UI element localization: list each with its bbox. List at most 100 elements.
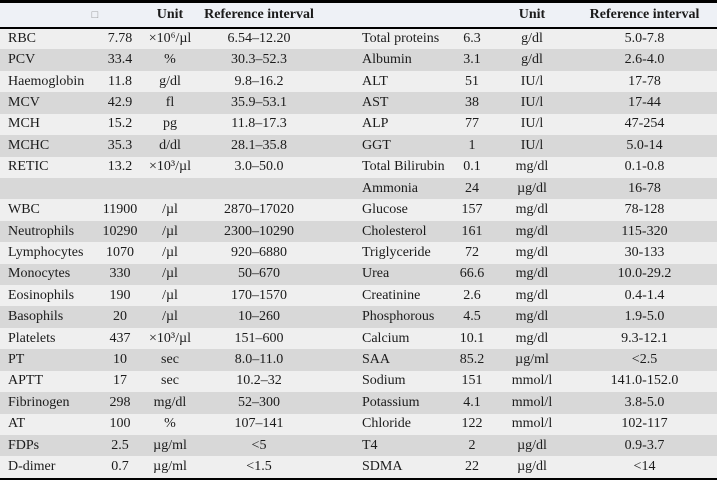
unit-cell-left: pg [163,116,177,132]
table-body: RBC 7.78 ×10⁶/µl 6.54–12.20 Total proteins 6.… [0,28,717,478]
param-name-cell-left: APTT [8,373,43,389]
reference-interval-cell-right: 47-254 [624,116,665,132]
value-cell-right: 2.6 [463,287,481,303]
param-name-cell-left: Eosinophils [8,287,75,303]
param-name-cell-right: Creatinine [362,287,421,303]
reference-interval-cell-left: 3.0–50.0 [234,159,284,175]
param-name-cell-right: Albumin [362,52,412,68]
unit-cell-left: fl [165,94,175,110]
unit-cell-right: IU/l [520,137,544,153]
unit-cell-right: mmol/l [511,373,553,389]
param-name-cell-left: MCV [8,94,40,110]
value-cell-right: 22 [465,459,479,475]
param-name-cell-left: FDPs [8,437,40,453]
unit-cell-left: sec [161,352,179,368]
unit-cell-right: mg/dl [515,330,549,346]
unit-cell-right: mg/dl [515,244,549,260]
unit-cell-right: µg/ml [515,352,549,368]
value-cell-right: 85.2 [459,352,485,368]
param-name-cell-left: RETIC [8,159,49,175]
reference-interval-cell-left: 50–670 [238,266,280,282]
table-row: PT 10 sec 8.0–11.0 SAA 85.2 µg/ml <2.5 [0,349,717,371]
value-cell-left: 437 [109,330,131,346]
value-cell-left: 2.5 [111,437,129,453]
value-cell-left: 15.2 [107,116,133,132]
unit-cell-left: /µl [162,202,178,218]
param-name-cell-right: SDMA [362,459,403,475]
param-name-cell-right: Chloride [362,416,411,432]
param-name-cell-right: ALP [362,116,389,132]
param-name-cell-right: GGT [362,137,391,153]
reference-interval-cell-right: 0.9-3.7 [624,437,665,453]
unit-cell-left: µg/ml [153,459,187,475]
param-name-cell-right: SAA [362,352,391,368]
reference-interval-cell-right: 17-78 [628,73,661,89]
unit-cell-left [144,178,196,199]
reference-interval-cell-right: <2.5 [631,352,658,368]
param-name-cell-right: Ammonia [362,180,418,196]
table-row: MCHC 35.3 d/dl 28.1–35.8 GGT 1 IU/l 5.0-14 [0,135,717,157]
value-cell-left: 11900 [102,202,138,218]
param-name-cell-right: Cholesterol [362,223,427,239]
reference-interval-cell-right: 5.0-7.8 [624,31,665,47]
reference-interval-cell-left: 2300–10290 [224,223,294,239]
unit-cell-right: µg/dl [517,180,547,196]
value-cell-left: 7.78 [107,31,133,47]
value-cell-left: 330 [109,266,131,282]
unit-cell-right: g/dl [521,31,543,47]
reference-interval-cell-left: 8.0–11.0 [234,352,284,368]
param-name-cell-left: PCV [8,52,36,68]
reference-interval-cell-left [196,178,322,199]
value-cell-right: 4.1 [463,394,481,410]
unit-cell-left: ×10⁶/µl [148,31,192,47]
reference-interval-cell-right: 115-320 [621,223,668,239]
header-row: □ Unit Reference interval Unit Reference… [0,3,717,28]
unit-cell-left: sec [161,373,179,389]
param-name-cell-left: Monocytes [8,266,71,282]
value-cell-right: 51 [465,73,479,89]
param-name-cell-right: Total proteins [362,31,440,47]
param-name-cell-left: D-dimer [8,459,56,475]
unit-cell-left: /µl [162,287,178,303]
unit-cell-left: µg/ml [153,437,187,453]
param-name-cell-left: Haemoglobin [8,73,85,89]
value-cell-left: 13.2 [107,159,133,175]
value-cell-right: 6.3 [463,31,481,47]
reference-interval-cell-left: 9.8–16.2 [234,73,284,89]
reference-interval-cell-right: 78-128 [624,202,665,218]
param-name-cell-right: Urea [362,266,390,282]
header-reference-interval-right: Reference interval [589,7,700,22]
param-name-cell-right: ALT [362,73,388,89]
param-name-cell-left: MCHC [8,137,50,153]
table-row: D-dimer 0.7 µg/ml <1.5 SDMA 22 µg/dl <14 [0,456,717,478]
unit-cell-left: d/dl [159,137,181,153]
reference-interval-cell-left: 170–1570 [231,287,287,303]
value-cell-left: 0.7 [111,459,129,475]
unit-cell-left: /µl [162,266,178,282]
value-cell-left: 298 [109,394,131,410]
param-name-cell-right: Total Bilirubin [362,159,445,175]
param-name-cell-left: Lymphocytes [8,244,84,260]
value-cell-left: 100 [109,416,131,432]
table-row: APTT 17 sec 10.2–32 Sodium 151 mmol/l 141.0-152… [0,370,717,393]
reference-interval-cell-right: 9.3-12.1 [621,330,668,346]
param-name-cell-left: PT [8,352,25,368]
value-cell-right: 72 [465,244,479,260]
value-cell-left: 190 [109,287,131,303]
value-cell-right: 4.5 [463,309,481,325]
table-row: Basophils 20/µl 10–260 Phosphorous 4.5 mg/dl 1… [0,306,717,328]
reference-interval-cell-right: 3.8-5.0 [624,394,665,410]
param-name-cell-right: Glucose [362,202,408,218]
param-name-cell-right: Calcium [362,330,410,346]
unit-cell-right: mg/dl [515,287,549,303]
unit-cell-right: mg/dl [515,202,549,218]
param-name-cell-right: AST [362,94,389,110]
table-row: Haemoglobin 11.8 g/dl 9.8–16.2 ALT 51 IU/l 17-7… [0,70,717,93]
header-unit-left: Unit [156,7,184,22]
unit-cell-right: mg/dl [515,159,549,175]
reference-interval-cell-left: 28.1–35.8 [231,137,287,153]
header-param-right [322,3,492,28]
table-row: Platelets 437 ×10³/µl 151–600 Calcium 10.1 mg/… [0,327,717,350]
unit-cell-right: mmol/l [511,416,553,432]
header-reference-interval-left: Reference interval [204,7,314,22]
